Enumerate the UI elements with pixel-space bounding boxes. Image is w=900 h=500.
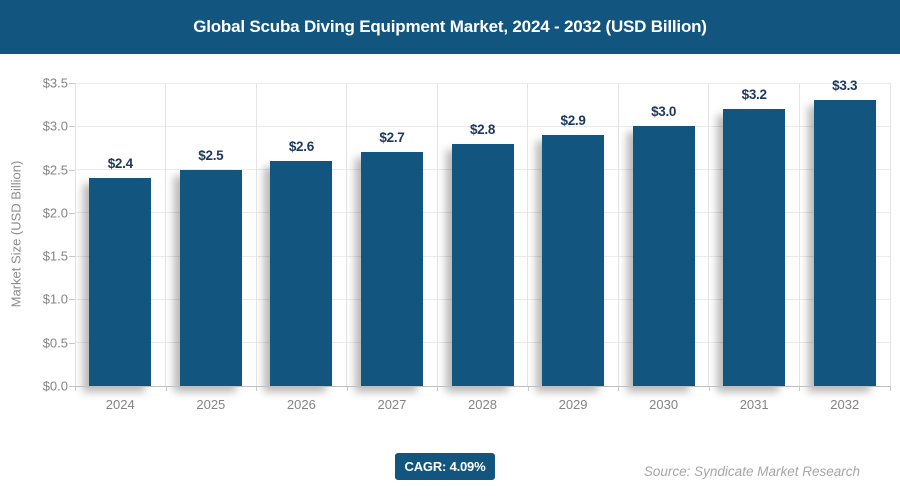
- bar-2026: [270, 160, 333, 386]
- y-tick-mark: [69, 342, 75, 344]
- y-tick-mark: [69, 386, 75, 387]
- gridline-vertical: [617, 83, 619, 386]
- bar-2031: [723, 108, 786, 386]
- chart-title: Global Scuba Diving Equipment Market, 20…: [193, 17, 707, 36]
- x-tick-label: 2027: [377, 397, 407, 412]
- bar-value-label: $2.9: [560, 112, 586, 128]
- x-tick-label: 2030: [649, 397, 679, 412]
- gridline-horizontal: [75, 125, 890, 127]
- x-tick-mark: [437, 387, 439, 391]
- bar-value-label: $2.4: [107, 156, 133, 172]
- x-tick-mark: [890, 387, 891, 391]
- y-tick-mark: [69, 212, 75, 214]
- x-tick-label: 2025: [196, 397, 226, 412]
- bar-2028: [451, 143, 514, 386]
- bar-value-label: $2.8: [469, 121, 496, 137]
- x-tick-mark: [708, 387, 710, 391]
- x-tick-mark: [165, 387, 167, 391]
- cagr-badge-label: CAGR: 4.09%: [404, 459, 486, 474]
- bar-2024: [89, 178, 152, 386]
- gridline-vertical: [74, 83, 76, 386]
- bar-2029: [542, 134, 605, 386]
- x-tick-label: 2031: [739, 397, 769, 412]
- bar-value-label: $2.6: [288, 138, 314, 154]
- y-tick-label: $2.5: [42, 162, 68, 178]
- y-tick-mark: [69, 256, 75, 258]
- gridline-vertical: [889, 83, 891, 386]
- x-tick-label: 2024: [105, 397, 135, 412]
- bar-2027: [360, 152, 423, 386]
- gridline-vertical: [165, 83, 167, 386]
- bar-value-label: $2.5: [198, 147, 224, 163]
- y-tick-label: $0.5: [42, 335, 68, 351]
- x-tick-label: 2029: [558, 397, 588, 412]
- x-tick-mark: [256, 387, 258, 391]
- chart-header-bar: Global Scuba Diving Equipment Market, 20…: [0, 0, 900, 54]
- gridline-vertical: [798, 83, 800, 386]
- bar-2032: [813, 100, 876, 386]
- y-tick-label: $3.5: [42, 75, 68, 91]
- bar-2030: [632, 126, 695, 386]
- y-tick-label: $1.5: [42, 248, 68, 264]
- bar-value-label: $3.0: [651, 104, 677, 120]
- x-tick-label: 2026: [286, 397, 316, 412]
- x-tick-label: 2032: [830, 397, 860, 412]
- y-tick-mark: [69, 299, 75, 301]
- y-tick-mark: [69, 83, 75, 84]
- gridline-vertical: [346, 83, 348, 386]
- y-tick-label: $3.0: [42, 118, 68, 134]
- gridline-horizontal: [75, 82, 890, 84]
- source-attribution: Source: Syndicate Market Research: [643, 464, 860, 479]
- plot-area: $2.4 $2.5 $2.6 $2.7 $2.8 $2.9 $3.0 $3.2 $3.3: [74, 78, 891, 386]
- gridline-vertical: [436, 83, 438, 386]
- gridline-vertical: [708, 83, 710, 386]
- x-tick-mark: [799, 387, 801, 391]
- y-tick-label: $1.0: [42, 291, 68, 307]
- x-tick-mark: [527, 387, 529, 391]
- y-tick-mark: [69, 169, 75, 171]
- bar-2025: [179, 169, 242, 386]
- y-tick-label: $2.0: [42, 205, 68, 221]
- y-tick-label: $0.0: [42, 378, 68, 394]
- cagr-badge: CAGR: 4.09%: [395, 453, 495, 480]
- gridline-vertical: [255, 83, 257, 386]
- bar-value-label: $3.2: [741, 86, 767, 102]
- bar-value-label: $3.3: [832, 78, 858, 94]
- gridline-vertical: [527, 83, 529, 386]
- x-tick-mark: [75, 387, 76, 391]
- bar-value-label: $2.7: [379, 130, 405, 146]
- x-tick-mark: [618, 387, 620, 391]
- x-axis-line: [74, 386, 891, 387]
- y-axis-title: Market Size (USD Billion): [8, 160, 24, 308]
- x-tick-label: 2028: [468, 397, 497, 412]
- y-tick-mark: [69, 126, 75, 128]
- x-tick-mark: [346, 387, 348, 391]
